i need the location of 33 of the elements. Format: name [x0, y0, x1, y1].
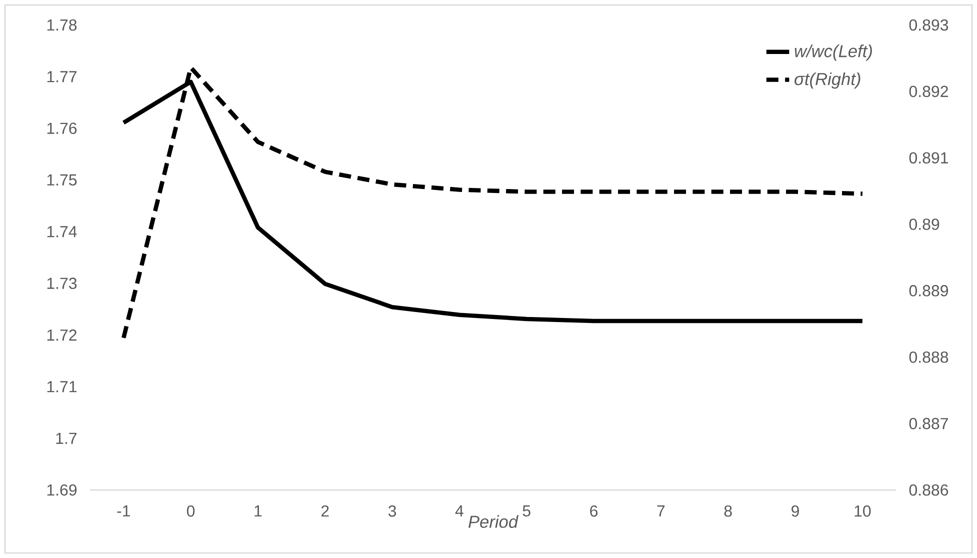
x-tick-label: 6: [590, 505, 598, 517]
y-tick-label: 1.74: [47, 226, 77, 238]
x-tick-label: 5: [522, 505, 530, 517]
legend-label: w/wc(Left): [794, 44, 872, 61]
y-tick-label: 1.72: [47, 329, 76, 341]
y2-tick-label: 0.89: [909, 218, 940, 230]
y2-tick-label: 0.886: [909, 484, 948, 496]
y2-tick-label: 0.887: [909, 418, 948, 430]
x-tick-label: 7: [657, 505, 665, 516]
y-tick-label: 1.75: [47, 174, 77, 186]
x-tick-label: 2: [321, 505, 329, 517]
y-tick-label: 1.77: [47, 71, 76, 82]
y-tick-label: 1.78: [47, 19, 77, 31]
y-tick-label: 1.76: [47, 122, 77, 134]
x-tick-label: 8: [724, 505, 732, 517]
y-tick-label: 1.7: [56, 432, 76, 444]
x-tick-label: 9: [792, 505, 799, 517]
x-tick-label: -1: [117, 505, 130, 516]
y2-tick-label: 0.888: [909, 351, 948, 363]
y-tick-label: 1.71: [47, 381, 77, 392]
x-tick-label: 1: [254, 505, 262, 516]
x-tick-label: 10: [854, 505, 871, 517]
x-tick-label: 3: [388, 505, 396, 517]
x-tick-label: 4: [455, 505, 464, 516]
legend-label: σt(Right): [794, 72, 860, 89]
y-tick-label: 1.69: [47, 484, 77, 496]
x-tick-label: 0: [186, 505, 195, 517]
x-axis-title: Period: [468, 515, 519, 528]
y-tick-label: 1.73: [47, 278, 77, 289]
y2-tick-label: 0.891: [909, 152, 948, 164]
y2-tick-label: 0.892: [909, 86, 948, 98]
y2-tick-label: 0.889: [909, 285, 948, 296]
y2-tick-label: 0.893: [909, 19, 948, 31]
